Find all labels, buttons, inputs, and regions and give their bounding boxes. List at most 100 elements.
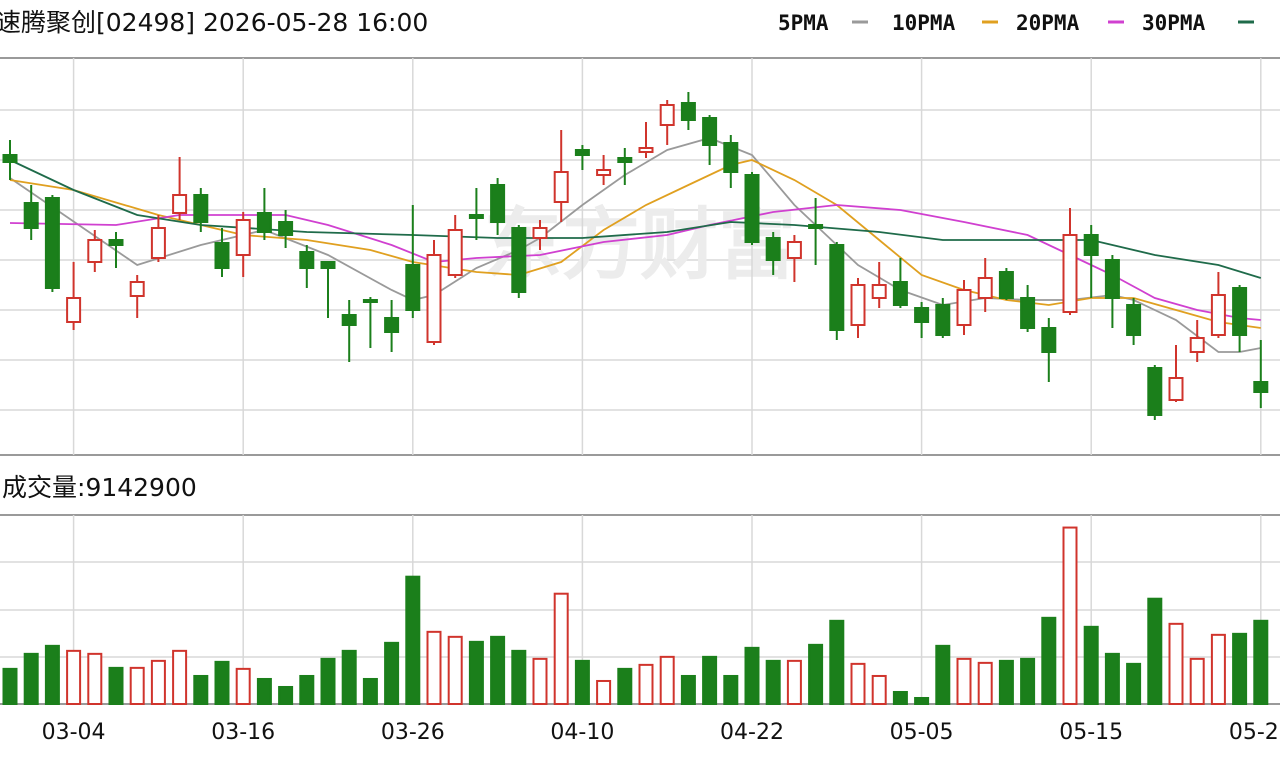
candle-body <box>956 289 972 326</box>
candle-body <box>1083 234 1099 256</box>
volume-bar <box>998 659 1014 706</box>
candle-body <box>490 184 506 223</box>
candle-body <box>150 227 166 259</box>
volume-bar <box>235 667 251 706</box>
volume-bar <box>1168 622 1184 705</box>
candle-body <box>108 239 124 246</box>
volume-bar <box>1147 597 1163 706</box>
volume-bar <box>278 685 294 705</box>
volume-label: 成交量:9142900 <box>2 473 197 502</box>
volume-bar <box>553 592 569 706</box>
legend-label: 30PMA <box>1142 11 1206 35</box>
candle-body <box>935 304 951 336</box>
volume-bar <box>638 663 654 705</box>
volume-bar <box>935 644 951 706</box>
volume-bar <box>871 674 887 705</box>
volume-bar <box>172 649 188 706</box>
volume-bar <box>44 644 60 706</box>
volume-bar <box>596 679 612 705</box>
candle-body <box>808 224 824 229</box>
x-tick-label: 04-22 <box>720 720 784 745</box>
candle-body <box>23 202 39 229</box>
volume-bar <box>150 659 166 706</box>
volume-bar <box>384 641 400 706</box>
volume-bar <box>1189 657 1205 706</box>
candle-body <box>129 281 145 297</box>
volume-bar <box>1083 625 1099 705</box>
candle-body <box>574 149 590 156</box>
candle-body <box>680 102 696 121</box>
volume-bar <box>808 643 824 705</box>
candle-body <box>638 147 654 153</box>
volume-bar <box>914 696 930 706</box>
candle-body <box>511 227 527 293</box>
candle-body <box>914 307 930 323</box>
volume-bar <box>405 575 421 705</box>
volume-bar <box>617 667 633 706</box>
x-tick-label: 05-05 <box>890 720 954 745</box>
volume-bar <box>214 660 230 706</box>
volume-bar <box>426 630 442 705</box>
ma-line <box>9 159 1262 279</box>
volume-bar <box>447 635 463 705</box>
candle-body <box>892 281 908 306</box>
candle-body <box>44 197 60 289</box>
volume-bar <box>977 661 993 705</box>
volume-bar <box>1210 633 1226 706</box>
candle-body <box>256 212 272 233</box>
volume-bar <box>574 659 590 706</box>
candle-body <box>786 241 802 259</box>
x-tick-label: 04-10 <box>550 720 614 745</box>
candle-body <box>532 227 548 239</box>
volume-bar <box>765 659 781 706</box>
volume-bar <box>786 659 802 706</box>
volume-bar <box>23 652 39 706</box>
candle-body <box>214 242 230 269</box>
volume-bar <box>680 674 696 705</box>
candle-body <box>1210 294 1226 336</box>
volume-bar <box>1232 632 1248 705</box>
candle-body <box>1041 327 1057 353</box>
candle-body <box>998 271 1014 299</box>
candle-body <box>2 154 18 163</box>
chart-title: 速腾聚创[02498] 2026-05-28 16:00 <box>0 8 428 37</box>
volume-bar <box>659 655 675 705</box>
candle-body <box>341 314 357 326</box>
volume-bar <box>256 677 272 705</box>
candle-body <box>87 239 103 263</box>
candle-body <box>1126 304 1142 336</box>
candle-body <box>871 284 887 299</box>
candle-body <box>1232 287 1248 336</box>
candle-body <box>829 244 845 331</box>
candle-body <box>1253 381 1269 393</box>
candle-body <box>723 142 739 173</box>
volume-bar <box>129 666 145 705</box>
candle-body <box>702 117 718 146</box>
candle-body <box>66 297 82 323</box>
candles <box>2 92 1269 420</box>
volume-bar <box>341 649 357 706</box>
x-tick-label: 05-28 <box>1229 720 1280 745</box>
volume-label-text: 成交量: <box>2 473 85 502</box>
volume-bar <box>744 646 760 706</box>
volume-bar <box>829 619 845 705</box>
candle-body <box>384 317 400 333</box>
candle-body <box>320 261 336 269</box>
legend-label: 5PMA <box>778 11 829 35</box>
candle-body <box>299 251 315 269</box>
candle-body <box>1104 259 1120 299</box>
candle-body <box>596 169 612 176</box>
candle-body <box>617 157 633 163</box>
candle-body <box>362 299 378 303</box>
candle-body <box>765 237 781 261</box>
x-tick-label: 05-15 <box>1059 720 1123 745</box>
candle-body <box>659 104 675 126</box>
candle-body <box>1189 337 1205 353</box>
candle-body <box>1168 377 1184 401</box>
candle-body <box>172 194 188 214</box>
legend-label: 20PMA <box>1016 11 1080 35</box>
volume-bar <box>723 674 739 705</box>
volume-bar <box>850 662 866 706</box>
candle-body <box>193 194 209 223</box>
